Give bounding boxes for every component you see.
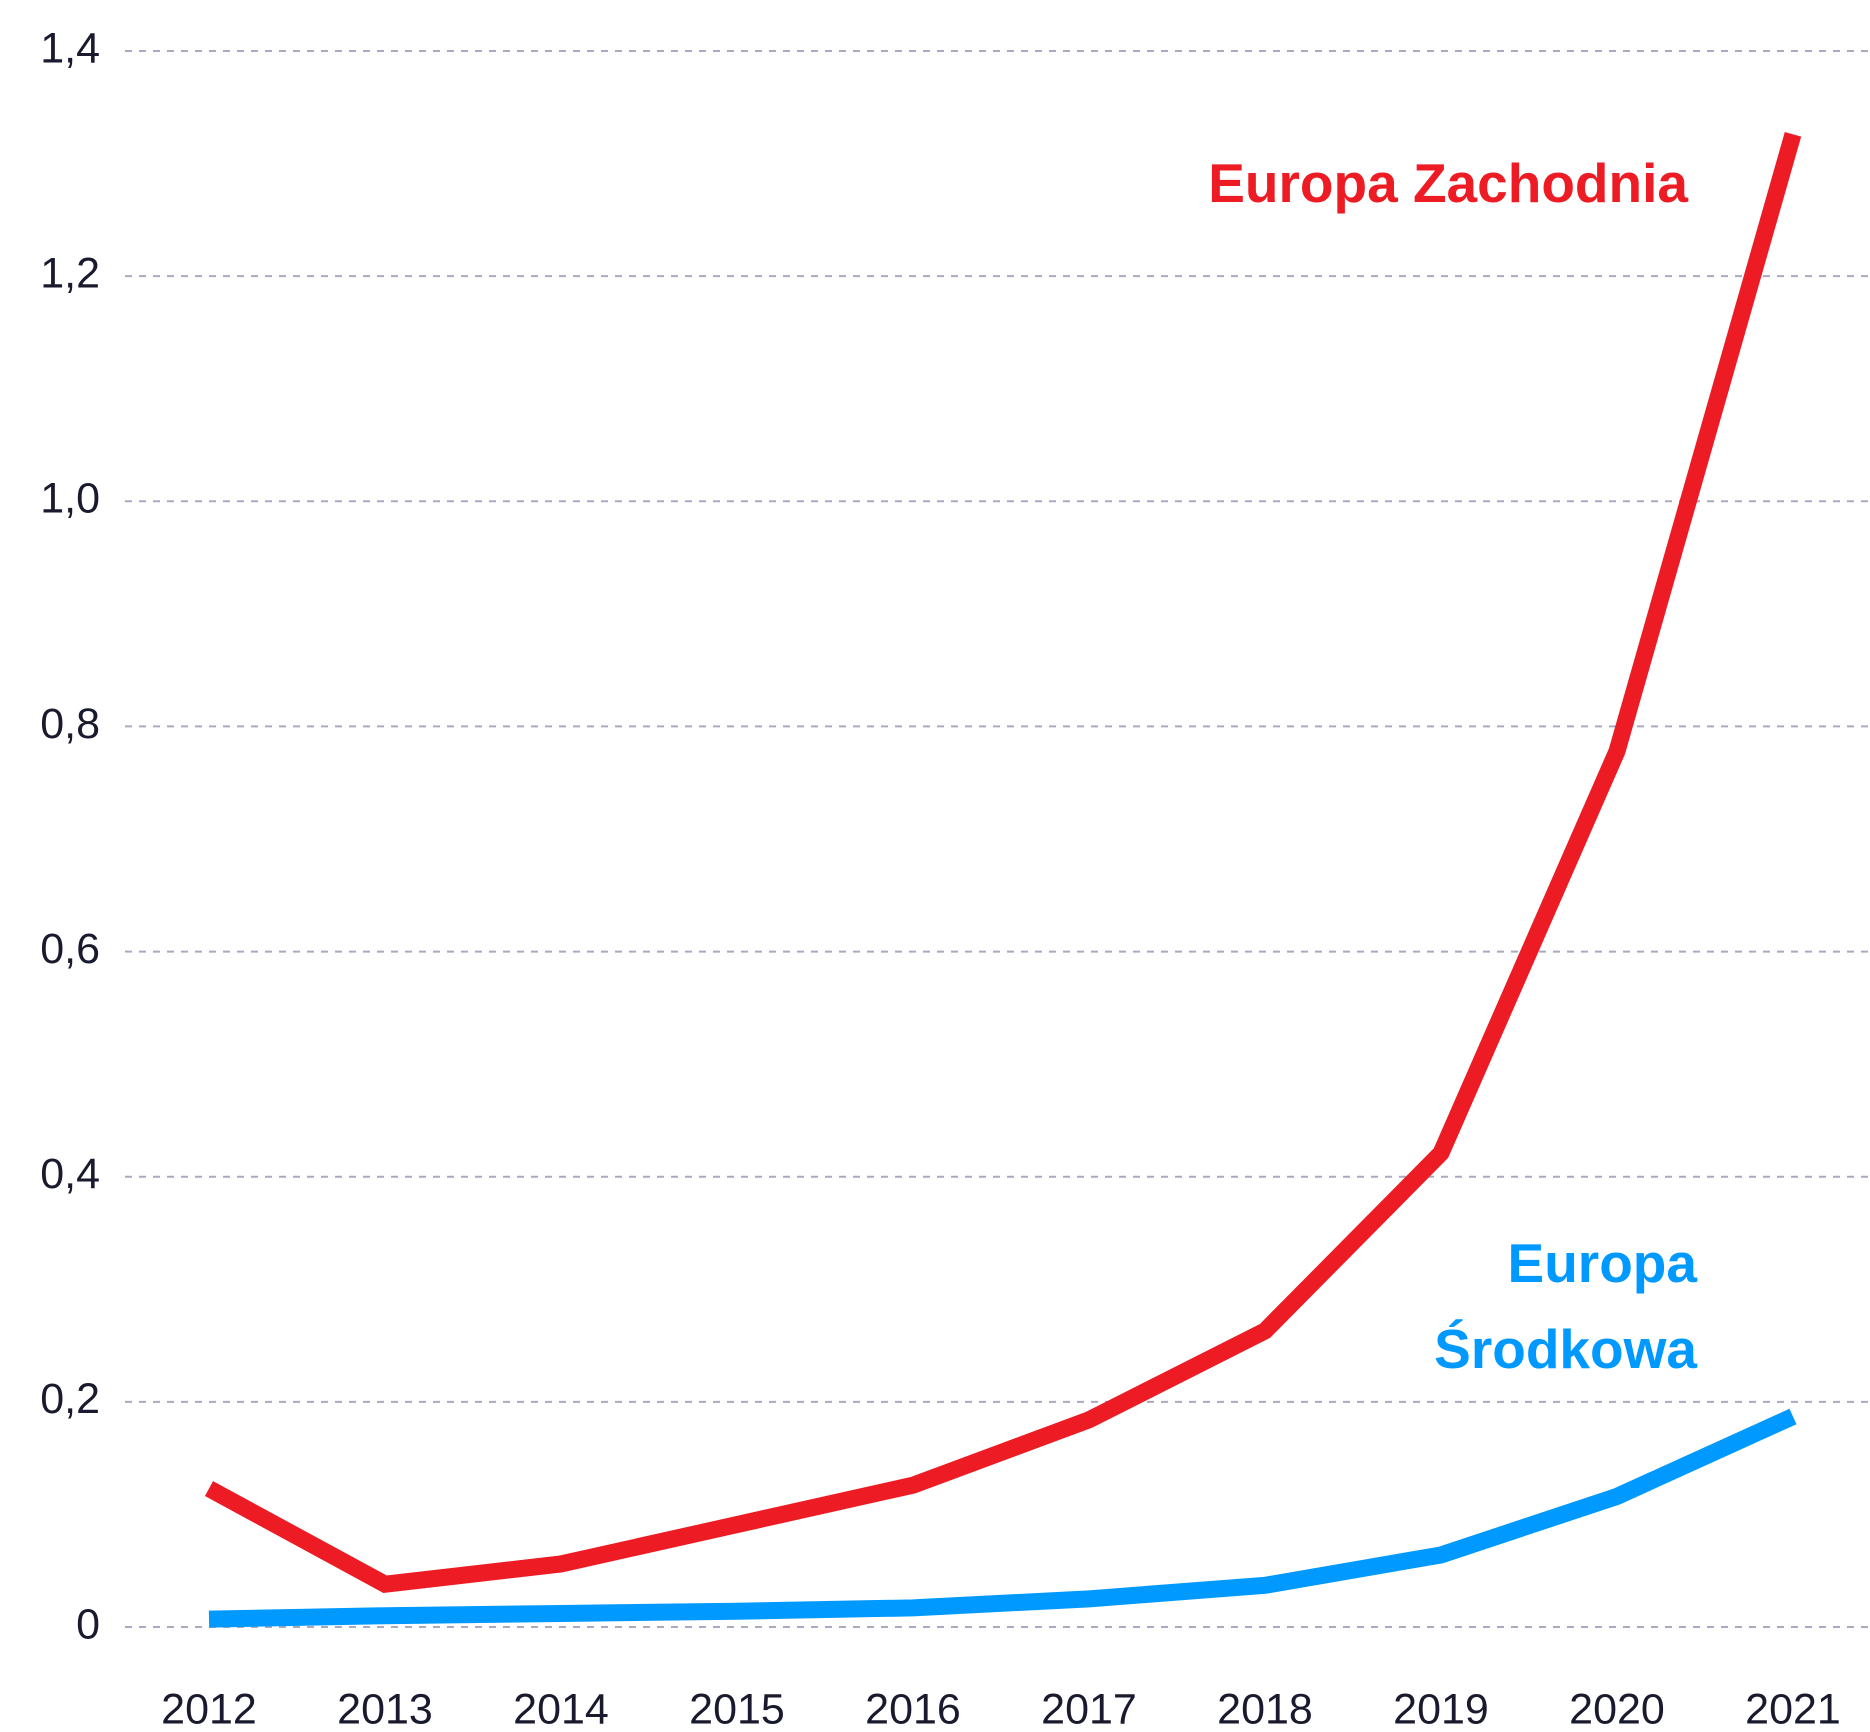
x-tick-label: 2020	[1569, 1685, 1665, 1732]
line	[208, 1408, 1797, 1628]
line	[204, 131, 1802, 1593]
y-tick-label: 0,8	[40, 700, 100, 748]
x-tick-label: 2012	[161, 1685, 257, 1732]
x-tick-label: 2013	[337, 1685, 433, 1732]
y-tick-label: 0,4	[40, 1150, 100, 1198]
x-tick-label: 2019	[1393, 1685, 1489, 1732]
x-tick-label: 2014	[513, 1685, 609, 1732]
x-tick-label: 2017	[1041, 1685, 1137, 1732]
y-tick-label: 0,6	[40, 925, 100, 973]
y-tick-label: 1,4	[40, 24, 100, 72]
x-tick-label: 2015	[689, 1685, 785, 1732]
y-tick-label: 0	[76, 1600, 100, 1648]
x-tick-label: 2021	[1745, 1685, 1841, 1732]
x-tick-label: 2016	[865, 1685, 961, 1732]
y-tick-label: 1,0	[40, 475, 100, 523]
series-label: Europa Zachodnia	[1208, 152, 1688, 214]
y-tick-label: 0,2	[40, 1375, 100, 1423]
series-label: Europa Środkowa	[1434, 1232, 1697, 1380]
y-tick-label: 1,2	[40, 250, 100, 298]
x-tick-label: 2018	[1217, 1685, 1313, 1732]
